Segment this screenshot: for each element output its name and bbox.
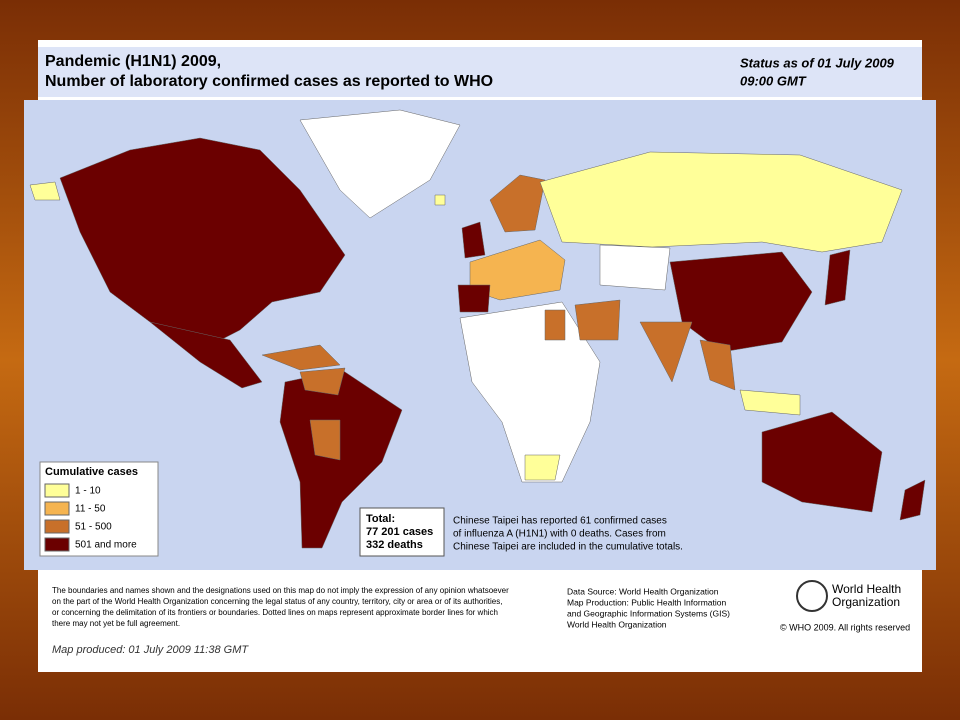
disclaimer-line: or concerning the delimitation of its fr…	[52, 608, 498, 617]
header-band	[38, 47, 922, 97]
status: 09:00 GMT	[740, 73, 807, 88]
total-box	[359, 507, 445, 557]
note: Chinese Taipei has reported 61 confirmed…	[453, 516, 667, 527]
legend-label: 1 - 10	[75, 486, 101, 497]
status: Status as of 01 July 2009	[740, 55, 895, 70]
legend: Cumulative cases 1 - 10 11 - 50 51 - 500 50…	[39, 461, 159, 557]
title: Pandemic (H1N1) 2009,	[45, 53, 221, 70]
legend-label: 51 - 500	[75, 522, 112, 533]
total-text: 332 deaths	[366, 539, 423, 551]
note: Chinese Taipei are included in the cumul…	[453, 542, 683, 553]
legend-swatch	[44, 501, 70, 516]
legend-title: Cumulative cases	[45, 466, 138, 478]
produced: Map produced: 01 July 2009 11:38 GMT	[52, 644, 249, 656]
disclaimer-line: there may not yet be full agreement.	[52, 619, 180, 628]
logo-text: World Health	[832, 582, 901, 596]
legend-swatch	[44, 537, 70, 552]
disclaimer-line: The boundaries and names shown and the d…	[52, 586, 509, 595]
source-line: World Health Organization	[567, 619, 667, 629]
logo-text: Organization	[832, 595, 900, 609]
source-line: and Geographic Information Systems (GIS)	[567, 608, 730, 618]
map	[29, 109, 926, 549]
disclaimer-line: on the part of the World Health Organiza…	[52, 597, 502, 606]
legend-label: 11 - 50	[75, 504, 106, 515]
copyright: © WHO 2009. All rights reserved	[780, 622, 910, 632]
legend-label: 501 and more	[75, 540, 137, 551]
disclaimer: The boundaries and names shown and the d…	[52, 586, 509, 628]
who-emblem	[796, 580, 828, 612]
note: of influenza A (H1N1) with 0 deaths. Cas…	[453, 529, 666, 540]
data-source: Data Source: World Health OrganizationMa…	[567, 586, 730, 629]
legend-swatch	[44, 483, 70, 498]
source-line: Map Production: Public Health Informatio…	[567, 597, 726, 607]
total-text: Total:	[366, 513, 395, 525]
title: Number of laboratory confirmed cases as …	[45, 73, 493, 90]
legend-swatch	[44, 519, 70, 534]
total-text: 77 201 cases	[366, 526, 433, 538]
source-line: Data Source: World Health Organization	[567, 586, 719, 596]
